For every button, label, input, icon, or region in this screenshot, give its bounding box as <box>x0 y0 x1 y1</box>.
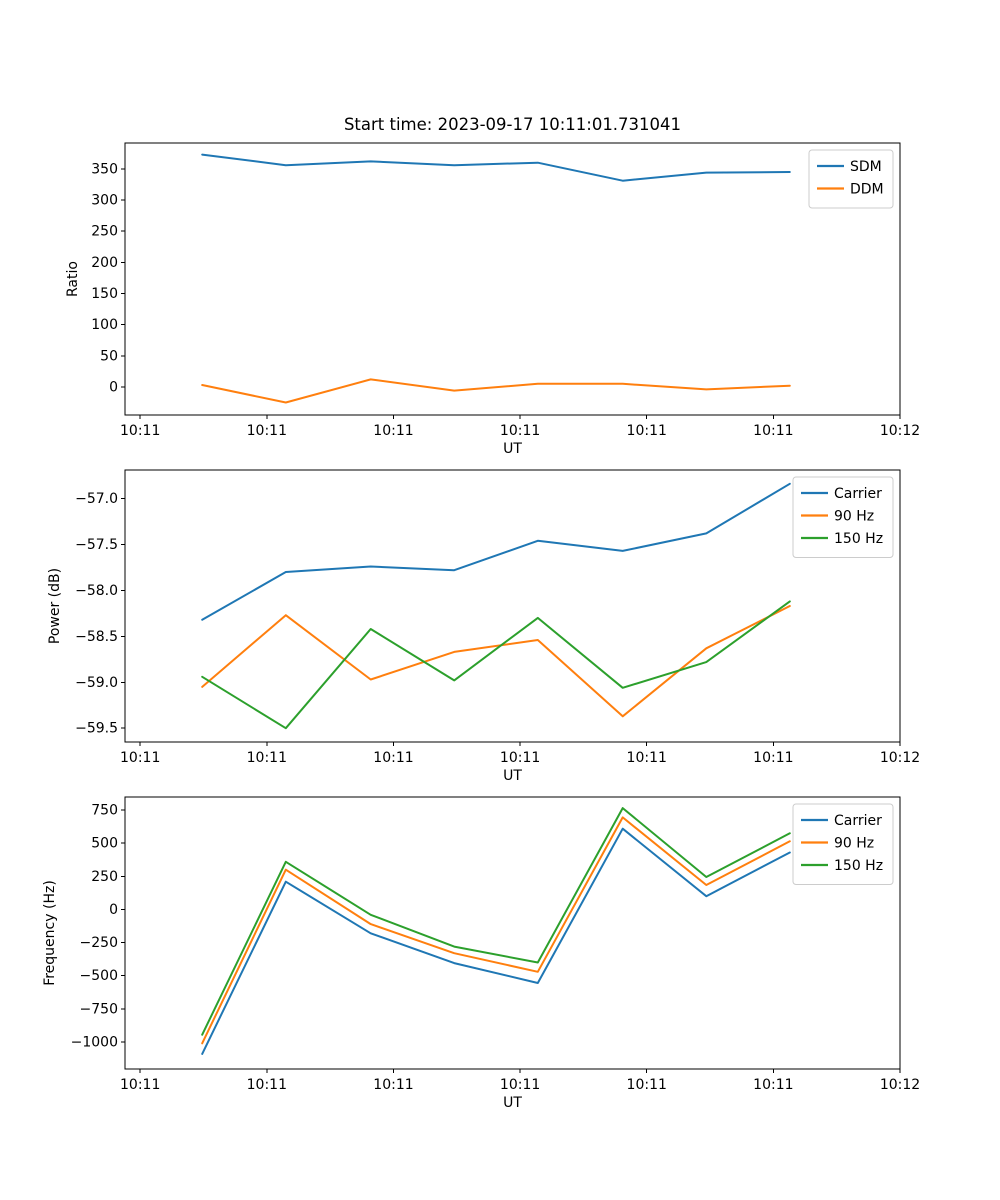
series-line-90-hz <box>201 816 791 1045</box>
x-axis-label: UT <box>503 768 522 784</box>
y-axis-label: Ratio <box>65 261 81 297</box>
y-axis-label: Power (dB) <box>47 568 63 644</box>
y-tick-label: 350 <box>91 161 118 177</box>
legend-box <box>808 149 894 209</box>
x-tick-label: 10:11 <box>247 423 287 439</box>
legend: SDM DDM <box>808 149 894 209</box>
x-tick-label: 10:11 <box>627 423 667 439</box>
y-tick-label: 150 <box>91 286 118 302</box>
x-tick-label: 10:11 <box>120 423 160 439</box>
x-tick-label: 10:12 <box>880 750 920 766</box>
plot-frame <box>124 469 901 743</box>
legend-label: 150 Hz <box>834 531 883 547</box>
series-line-150-hz <box>201 600 791 730</box>
legend-label: Carrier <box>834 813 882 829</box>
y-tick-label: −500 <box>80 968 118 984</box>
y-tick-label: 300 <box>91 193 118 209</box>
x-tick-label: 10:11 <box>753 1077 793 1093</box>
x-tick-label: 10:11 <box>627 1077 667 1093</box>
y-tick-label: 200 <box>91 255 118 271</box>
series-line-90-hz <box>201 605 791 718</box>
y-tick-label: −58.5 <box>75 629 118 645</box>
x-tick-label: 10:11 <box>247 1077 287 1093</box>
x-tick-label: 10:11 <box>627 750 667 766</box>
chart-power: 10:11 10:11 10:11 10:11 10:11 10:11 10:12 UT −57… <box>47 469 920 784</box>
series-line-carrier <box>201 482 791 621</box>
y-tick-label: −1000 <box>71 1034 118 1050</box>
legend-label: 150 Hz <box>834 858 883 874</box>
x-tick-label: 10:11 <box>753 423 793 439</box>
y-tick-label: −59.0 <box>75 675 118 691</box>
legend: Carrier 90 Hz 150 Hz <box>792 476 894 558</box>
y-tick-label: 0 <box>109 902 118 918</box>
y-axis-label: Frequency (Hz) <box>42 880 58 986</box>
legend-label: Carrier <box>834 486 882 502</box>
y-tick-label: 100 <box>91 317 118 333</box>
x-tick-label: 10:12 <box>880 423 920 439</box>
y-tick-label: −59.5 <box>75 721 118 737</box>
x-tick-label: 10:11 <box>120 750 160 766</box>
legend-label: DDM <box>850 182 884 198</box>
y-tick-label: 0 <box>109 379 118 395</box>
legend-label: SDM <box>850 159 882 175</box>
chart-frequency: 10:11 10:11 10:11 10:11 10:11 10:11 10:12 UT 750… <box>42 796 920 1111</box>
plot-frame <box>124 796 901 1070</box>
legend-label: 90 Hz <box>834 836 874 852</box>
x-tick-label: 10:11 <box>247 750 287 766</box>
x-tick-label: 10:11 <box>753 750 793 766</box>
series-line-carrier <box>201 827 791 1055</box>
charts-group: 10:11 10:11 10:11 10:11 10:11 10:11 10:12 UT 0 50… <box>42 142 920 1111</box>
x-tick-label: 10:11 <box>120 1077 160 1093</box>
y-tick-label: 750 <box>91 803 118 819</box>
series-line-ddm <box>201 378 791 404</box>
chart-ratio: 10:11 10:11 10:11 10:11 10:11 10:11 10:12 UT 0 50… <box>65 142 920 457</box>
y-tick-label: 50 <box>100 348 118 364</box>
y-tick-label: −250 <box>80 935 118 951</box>
x-tick-label: 10:12 <box>880 1077 920 1093</box>
x-tick-label: 10:11 <box>500 423 540 439</box>
series-line-150-hz <box>201 807 791 1036</box>
x-tick-label: 10:11 <box>373 423 413 439</box>
plot-frame <box>124 142 901 416</box>
legend-label: 90 Hz <box>834 509 874 525</box>
x-axis-label: UT <box>503 1095 522 1111</box>
x-tick-label: 10:11 <box>500 1077 540 1093</box>
y-tick-label: −57.0 <box>75 491 118 507</box>
y-tick-label: −750 <box>80 1001 118 1017</box>
y-tick-label: 500 <box>91 836 118 852</box>
legend: Carrier 90 Hz 150 Hz <box>792 803 894 885</box>
x-tick-label: 10:11 <box>500 750 540 766</box>
y-tick-label: −58.0 <box>75 583 118 599</box>
series-line-sdm <box>201 153 791 182</box>
chart-title: Start time: 2023-09-17 10:11:01.731041 <box>344 115 681 134</box>
x-tick-label: 10:11 <box>373 750 413 766</box>
x-axis-label: UT <box>503 441 522 457</box>
y-tick-label: −57.5 <box>75 537 118 553</box>
x-tick-label: 10:11 <box>373 1077 413 1093</box>
y-tick-label: 250 <box>91 224 118 240</box>
y-tick-label: 250 <box>91 869 118 885</box>
